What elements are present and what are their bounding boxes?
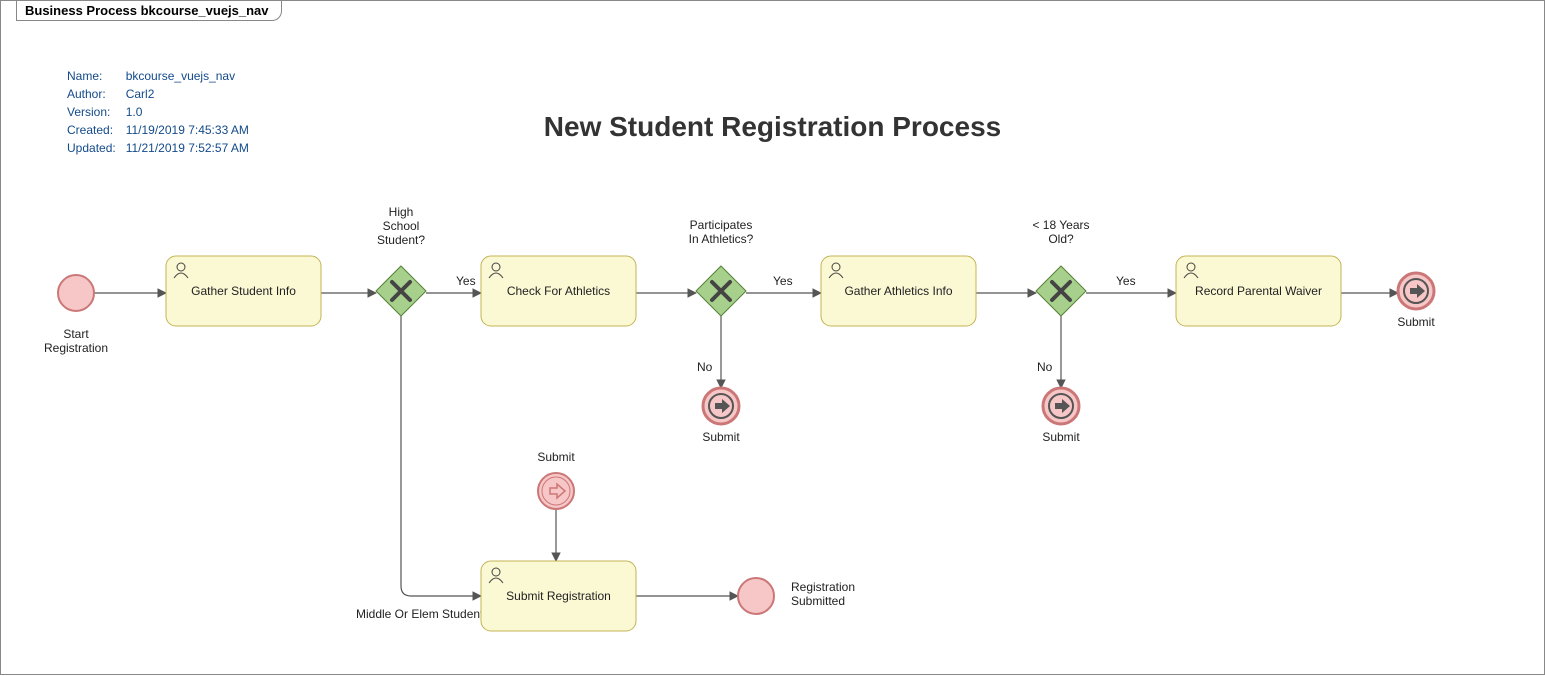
svg-text:< 18 YearsOld?: < 18 YearsOld? — [1032, 218, 1089, 246]
diagram-canvas: Yes Yes Yes No No Middle Or Elem Student Start… — [1, 1, 1545, 676]
svg-text:Record Parental Waiver: Record Parental Waiver — [1195, 284, 1322, 298]
svg-text:Submit: Submit — [1397, 315, 1435, 329]
svg-text:No: No — [1037, 360, 1053, 374]
svg-text:Yes: Yes — [456, 274, 476, 288]
process-frame: Business Process bkcourse_vuejs_nav Name… — [0, 0, 1545, 675]
svg-text:No: No — [697, 360, 713, 374]
svg-text:Yes: Yes — [1116, 274, 1136, 288]
svg-text:Submit: Submit — [1042, 430, 1080, 444]
svg-text:Submit: Submit — [702, 430, 740, 444]
svg-text:Middle Or Elem Student: Middle Or Elem Student — [356, 607, 484, 621]
svg-text:HighSchoolStudent?: HighSchoolStudent? — [377, 205, 425, 247]
svg-text:Submit Registration: Submit Registration — [506, 589, 611, 603]
end-event-age-no[interactable] — [1043, 388, 1079, 424]
gateway-age[interactable] — [1036, 266, 1086, 316]
svg-text:Submit: Submit — [537, 450, 575, 464]
svg-text:Gather Student Info: Gather Student Info — [191, 284, 296, 298]
end-event-waiver[interactable] — [1398, 273, 1434, 309]
svg-text:RegistrationSubmitted: RegistrationSubmitted — [791, 580, 855, 608]
gateway-high-school[interactable] — [376, 266, 426, 316]
end-event-athletics-no[interactable] — [703, 388, 739, 424]
end-event-registration-submitted[interactable] — [738, 578, 774, 614]
svg-text:Check For Athletics: Check For Athletics — [507, 284, 610, 298]
svg-text:ParticipatesIn Athletics?: ParticipatesIn Athletics? — [689, 218, 754, 246]
intermediate-event-submit[interactable] — [538, 473, 574, 509]
svg-text:Gather Athletics Info: Gather Athletics Info — [844, 284, 952, 298]
start-event[interactable] — [58, 275, 94, 311]
flow-hs-no — [401, 316, 481, 596]
svg-text:StartRegistration: StartRegistration — [44, 327, 108, 355]
gateway-athletics[interactable] — [696, 266, 746, 316]
svg-text:Yes: Yes — [773, 274, 793, 288]
